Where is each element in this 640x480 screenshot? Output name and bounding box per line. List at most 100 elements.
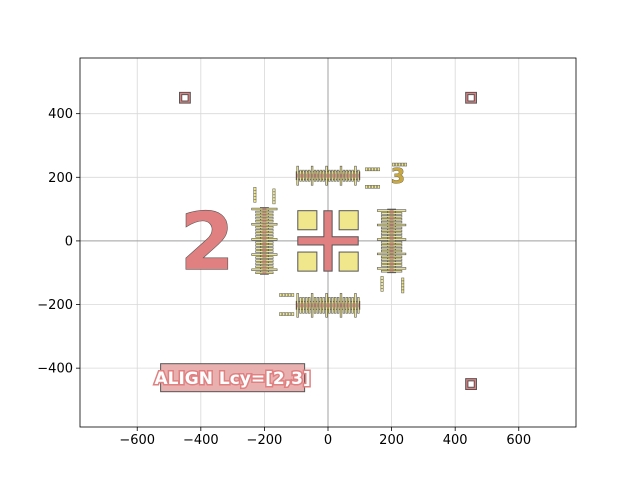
vernier-dots (253, 187, 257, 203)
comb-tooth-core (262, 235, 267, 237)
tick-marks (76, 113, 520, 431)
vernier-dot (401, 162, 404, 167)
comb-tooth-core (308, 173, 310, 178)
comb-tooth-core (389, 253, 394, 255)
comb-tooth-core (389, 270, 394, 272)
vernier-dots (392, 162, 407, 167)
vernier-dot (285, 293, 289, 297)
center-square (338, 210, 359, 231)
comb-tooth-core (389, 259, 394, 261)
comb-tooth-core (262, 272, 267, 274)
vernier-dot (401, 277, 405, 282)
vernier-dot (253, 199, 257, 203)
vernier-dot (272, 197, 276, 202)
y-tick-label: 0 (65, 234, 73, 249)
comb-spine (260, 207, 269, 275)
comb-tooth-core (262, 257, 267, 259)
comb-tooth-core (311, 173, 313, 178)
vernier-dot (398, 162, 401, 167)
comb-tooth-core (334, 303, 336, 308)
comb-tooth-core (389, 215, 394, 217)
comb-tooth-core (389, 218, 394, 220)
comb-tooth-core (389, 239, 394, 240)
comb-tooth-core (389, 250, 394, 252)
corner-marker (179, 91, 191, 104)
comb-tooth-core (352, 303, 354, 308)
comb-tooth-core (302, 303, 304, 308)
vernier-dot (368, 185, 371, 189)
comb-tooth-core (346, 303, 348, 308)
comb-tooth-core (262, 208, 267, 210)
comb-tooth-core (262, 217, 267, 219)
y-tick-labels: −400 −200 0 200 400 (37, 107, 73, 376)
comb-tooth-core (389, 256, 394, 258)
y-tick-label: −200 (37, 298, 73, 313)
comb-spine (387, 208, 396, 274)
comb-tooth-core (389, 267, 394, 269)
x-tick-label: 200 (379, 433, 404, 448)
chart-marks (179, 91, 477, 390)
comb-spine (295, 300, 361, 310)
vernier-dot (368, 167, 371, 172)
comb-tooth-core (305, 173, 307, 178)
y-tick-label: 200 (48, 171, 73, 186)
comb-tooth-core (262, 223, 267, 225)
vernier-dots (365, 167, 380, 172)
vernier-dot (392, 162, 395, 167)
comb-tooth-core (320, 173, 322, 178)
comb-tooth-core (340, 173, 342, 178)
comb-tooth-core (317, 303, 319, 308)
vernier-dot (253, 190, 257, 194)
vernier-dot (365, 185, 368, 189)
comb-tooth-core (302, 173, 304, 178)
comb-tooth-core (389, 244, 394, 246)
vernier-dot (285, 312, 289, 316)
vernier-dot (380, 276, 384, 280)
comb-tooth-core (343, 173, 345, 178)
vernier-dot (272, 191, 276, 196)
comb-tooth-core (355, 173, 356, 178)
comb-tooth-core (323, 173, 325, 178)
vernier-dot (282, 293, 286, 297)
align-label-outline (160, 363, 306, 393)
comb-array (376, 208, 407, 274)
center-cross (297, 210, 359, 272)
vernier-dot (380, 285, 384, 289)
comb-tooth-core (389, 262, 394, 264)
vernier-dot (272, 188, 276, 193)
vernier-dot (272, 200, 276, 205)
comb-tooth-core (305, 303, 307, 308)
vernier-dot (401, 283, 405, 288)
comb-tooth-core (300, 303, 301, 308)
vernier-dots (401, 277, 405, 294)
comb-tooth-core (349, 303, 351, 308)
comb-tooth-core (357, 303, 359, 308)
vernier-dot (288, 312, 292, 316)
vernier-dot (279, 312, 283, 316)
comb-tooth-core (262, 241, 267, 243)
comb-tooth-core (262, 263, 267, 265)
vernier-dot (395, 162, 398, 167)
x-tick-label: −400 (183, 433, 219, 448)
vernier-dot (401, 289, 405, 294)
vernier-dot (374, 167, 377, 172)
vernier-dot (365, 167, 368, 172)
vernier-dot (253, 196, 257, 200)
comb-tooth-core (326, 303, 327, 308)
comb-tooth-core (262, 251, 267, 252)
comb-tooth-core (352, 173, 354, 178)
comb-tooth-core (389, 227, 394, 229)
comb-tooth-core (262, 254, 267, 256)
corner-marker (465, 378, 477, 390)
x-tick-labels: −600 −400 −200 0 200 400 600 (119, 433, 531, 448)
vernier-dot (374, 185, 377, 189)
comb-tooth-core (343, 303, 345, 308)
comb-tooth-core (389, 221, 394, 223)
comb-tooth-core (349, 173, 351, 178)
vernier-dot (291, 312, 295, 316)
vernier-dots (279, 312, 295, 316)
comb-tooth-core (329, 173, 330, 178)
vernier-dot (288, 293, 292, 297)
comb-tooth-core (262, 220, 267, 222)
